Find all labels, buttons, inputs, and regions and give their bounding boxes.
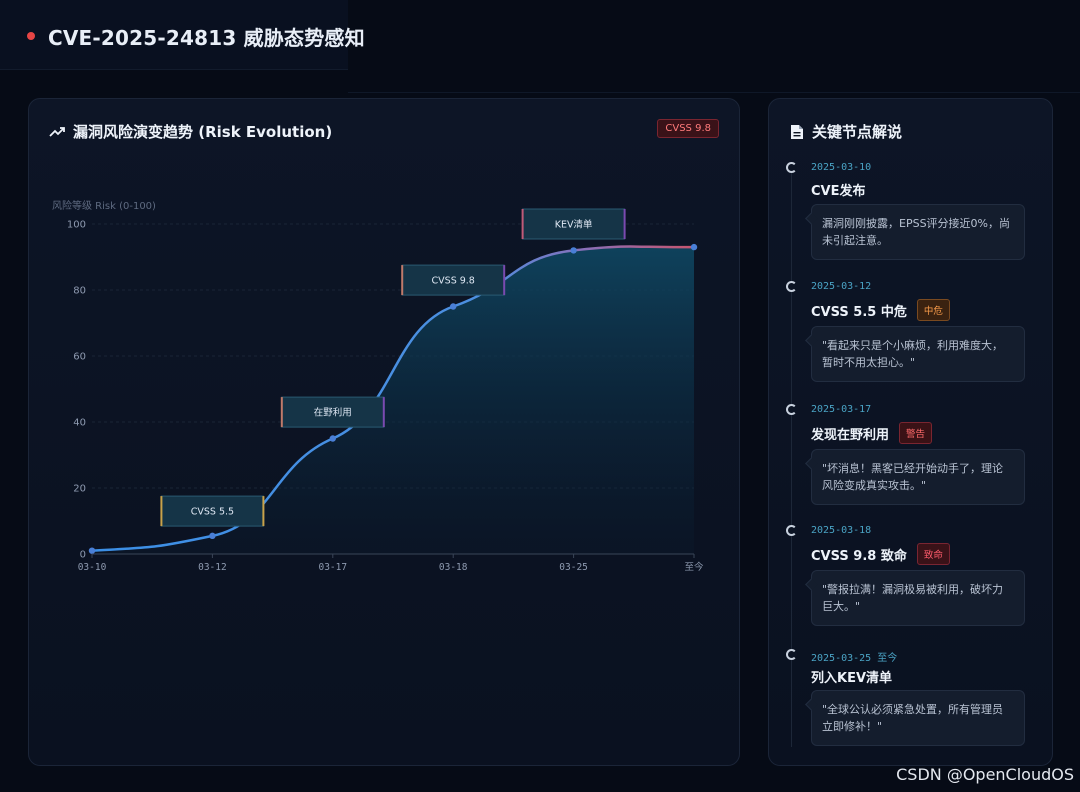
timeline-node-icon: [786, 281, 797, 292]
header-divider: [348, 92, 1080, 93]
risk-evolution-chart: 0 20 40 60 80 100 风险等级 Risk (0-100) 03-10 03-1…: [52, 199, 704, 573]
annotation-label: KEV清单: [555, 219, 593, 231]
annotation-label: CVSS 5.5: [191, 507, 234, 518]
header-bar: CVE-2025-24813 威胁态势感知: [0, 0, 365, 70]
status-dot: [27, 32, 35, 40]
trending-up-icon: [49, 124, 65, 140]
annotation-box: CVSS 5.5: [160, 495, 265, 527]
x-tick-label: 至今: [684, 561, 704, 573]
timeline-title-text: CVSS 5.5 中危: [811, 304, 907, 320]
timeline-date: 2025-03-25 至今: [811, 653, 898, 664]
data-point: [690, 243, 698, 251]
timeline-title: 发现在野利用 警告: [811, 422, 933, 444]
timeline-node-icon: [786, 404, 797, 415]
cvss-badge: CVSS 9.8: [657, 119, 719, 138]
annotation-label: CVSS 9.8: [432, 276, 475, 287]
timeline-node-icon: [786, 525, 797, 536]
risk-line: [91, 245, 695, 552]
severity-tag: 致命: [916, 543, 950, 565]
annotation-box: CVSS 9.8: [401, 264, 506, 296]
data-point: [329, 435, 336, 442]
x-tick-label: 03-12: [198, 562, 227, 573]
timeline-quote: 漏洞刚刚披露，EPSS评分接近0%，尚未引起注意。: [811, 204, 1025, 260]
severity-tag: 中危: [916, 299, 950, 321]
watermark: CSDN @OpenCloudOS: [896, 765, 1074, 784]
annotation-box: KEV清单: [521, 208, 626, 240]
timeline-title-text: CVE发布: [811, 184, 866, 199]
timeline-date: 2025-03-17: [811, 404, 872, 415]
data-point: [450, 303, 457, 310]
chart-panel-title-text: 漏洞风险演变趋势 (Risk Evolution): [73, 123, 333, 141]
data-point: [209, 532, 216, 540]
y-tick-label: 0: [80, 550, 86, 561]
x-tick-label: 03-18: [439, 562, 468, 573]
timeline-node-icon: [786, 649, 797, 660]
timeline-date: 2025-03-18: [811, 525, 872, 536]
annotation-label: 在野利用: [314, 407, 352, 419]
risk-area: [92, 246, 694, 554]
annotation-box: 在野利用: [280, 396, 385, 428]
y-tick-label: 80: [73, 286, 86, 297]
y-tick-label: 60: [73, 352, 86, 363]
data-point: [88, 547, 96, 554]
timeline-quote: "坏消息！黑客已经开始动手了，理论风险变成真实攻击。": [811, 449, 1025, 505]
document-icon: [790, 124, 804, 140]
timeline-date: 2025-03-12: [811, 281, 872, 292]
data-point: [570, 247, 577, 254]
y-tick-label: 40: [73, 418, 86, 429]
timeline-line: [791, 167, 792, 747]
x-tick-label: 03-10: [78, 562, 107, 573]
timeline-quote: "警报拉满！漏洞极易被利用，破坏力巨大。": [811, 570, 1025, 626]
chart-panel-title: 漏洞风险演变趋势 (Risk Evolution): [49, 121, 332, 142]
side-panel-title-text: 关键节点解说: [812, 123, 903, 141]
severity-tag: 警告: [899, 422, 933, 444]
timeline-title: CVSS 5.5 中危 中危: [811, 299, 950, 321]
timeline-title: CVE发布: [811, 180, 865, 199]
x-tick-label: 03-25: [559, 562, 588, 573]
timeline-title-text: 发现在野利用: [811, 427, 890, 443]
key-nodes-panel: 关键节点解说 2025-03-10 CVE发布 漏洞刚刚披露，EPSS评分接近0…: [768, 98, 1053, 766]
y-axis-label: 风险等级 Risk (0-100): [52, 199, 156, 212]
timeline-date: 2025-03-10: [811, 162, 872, 173]
y-tick-label: 20: [73, 484, 86, 495]
timeline-title-text: CVSS 9.8 致命: [811, 548, 907, 564]
risk-chart-panel: 漏洞风险演变趋势 (Risk Evolution) CVSS 9.8 0 20 40…: [28, 98, 740, 766]
side-panel-title: 关键节点解说: [790, 121, 902, 142]
x-tick-label: 03-17: [318, 562, 347, 573]
timeline-node-icon: [786, 162, 797, 173]
page-title: CVE-2025-24813 威胁态势感知: [48, 26, 365, 50]
timeline-title-text: 列入KEV清单: [811, 671, 893, 686]
timeline-title: CVSS 9.8 致命 致命: [811, 543, 950, 565]
y-tick-label: 100: [67, 220, 86, 231]
timeline-quote: "全球公认必须紧急处置，所有管理员立即修补！": [811, 690, 1025, 746]
timeline-title: 列入KEV清单: [811, 667, 892, 686]
timeline-quote: "看起来只是个小麻烦，利用难度大，暂时不用太担心。": [811, 326, 1025, 382]
